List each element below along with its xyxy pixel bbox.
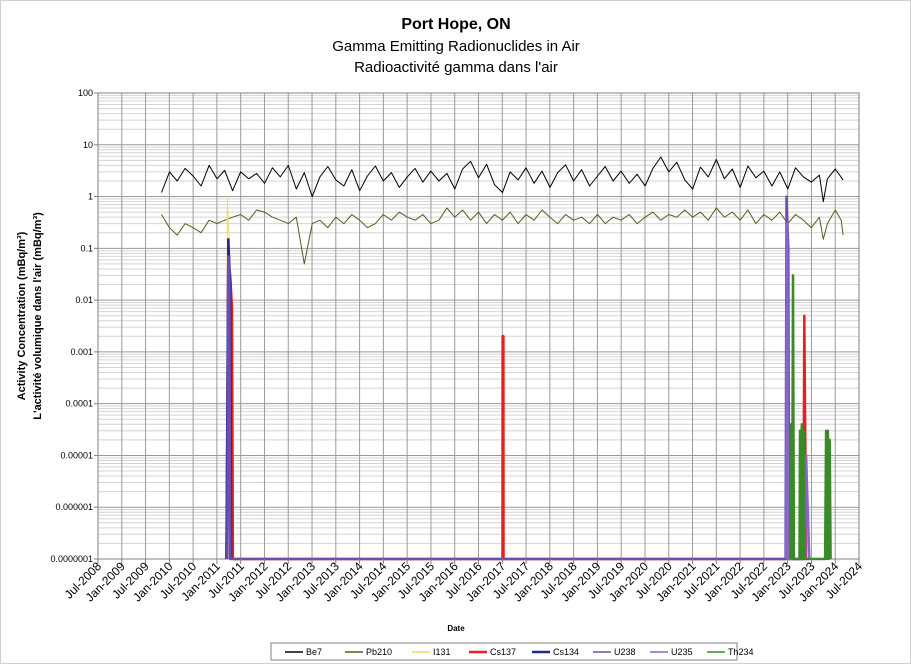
- legend-label-u238: U238: [614, 647, 636, 657]
- series-line-th234: [788, 274, 832, 561]
- y-tick-label: 0.01: [75, 295, 93, 305]
- legend-box: [270, 642, 738, 661]
- x-axis-label: Date: [447, 624, 465, 633]
- series-line-pb210: [161, 207, 844, 265]
- legend-label-be7: Be7: [306, 647, 322, 657]
- y-tick-label: 100: [78, 88, 93, 98]
- y-tick-label: 0.1: [80, 243, 93, 253]
- y-tick-label: 0.00001: [60, 450, 93, 460]
- legend-label-cs137: Cs137: [490, 647, 516, 657]
- series-layer: [161, 156, 844, 561]
- y-tick-label: 1: [88, 192, 93, 202]
- y-tick-label: 0.0000001: [50, 554, 93, 564]
- legend-label-i131: I131: [433, 647, 451, 657]
- legend-label-cs134: Cs134: [553, 647, 579, 657]
- chart-subtitle-fr: Radioactivité gamma dans l'air: [354, 59, 558, 76]
- legend-label-u235: U235: [671, 647, 693, 657]
- x-axis-ticks: Jul-2008Jan-2009Jul-2009Jan-2010Jul-2010…: [62, 559, 866, 605]
- chart-title: Port Hope, ON: [401, 16, 510, 33]
- chart-subtitle-en: Gamma Emitting Radionuclides in Air: [332, 38, 580, 55]
- y-axis-label-en: Activity Concentration (mBq/m³): [16, 231, 28, 400]
- legend-label-th234: Th234: [728, 647, 754, 657]
- series-line-be7: [161, 156, 844, 203]
- plot-grid: [97, 92, 860, 560]
- legend-label-pb210: Pb210: [366, 647, 392, 657]
- y-axis-ticks: 100 10 1 0.1 0.01 0.001 0.0001 0.00001 0.000001 0…: [50, 88, 98, 564]
- legend: Be7 Pb210 I131 Cs137 Cs134 U238 U235 Th234: [285, 647, 754, 657]
- y-tick-label: 0.000001: [55, 502, 93, 512]
- y-tick-label: 0.0001: [65, 399, 93, 409]
- y-tick-label: 10: [83, 140, 93, 150]
- y-axis-label-fr: L'activité volumique dans l'air (mBq/m³): [32, 212, 44, 420]
- y-tick-label: 0.001: [70, 347, 93, 357]
